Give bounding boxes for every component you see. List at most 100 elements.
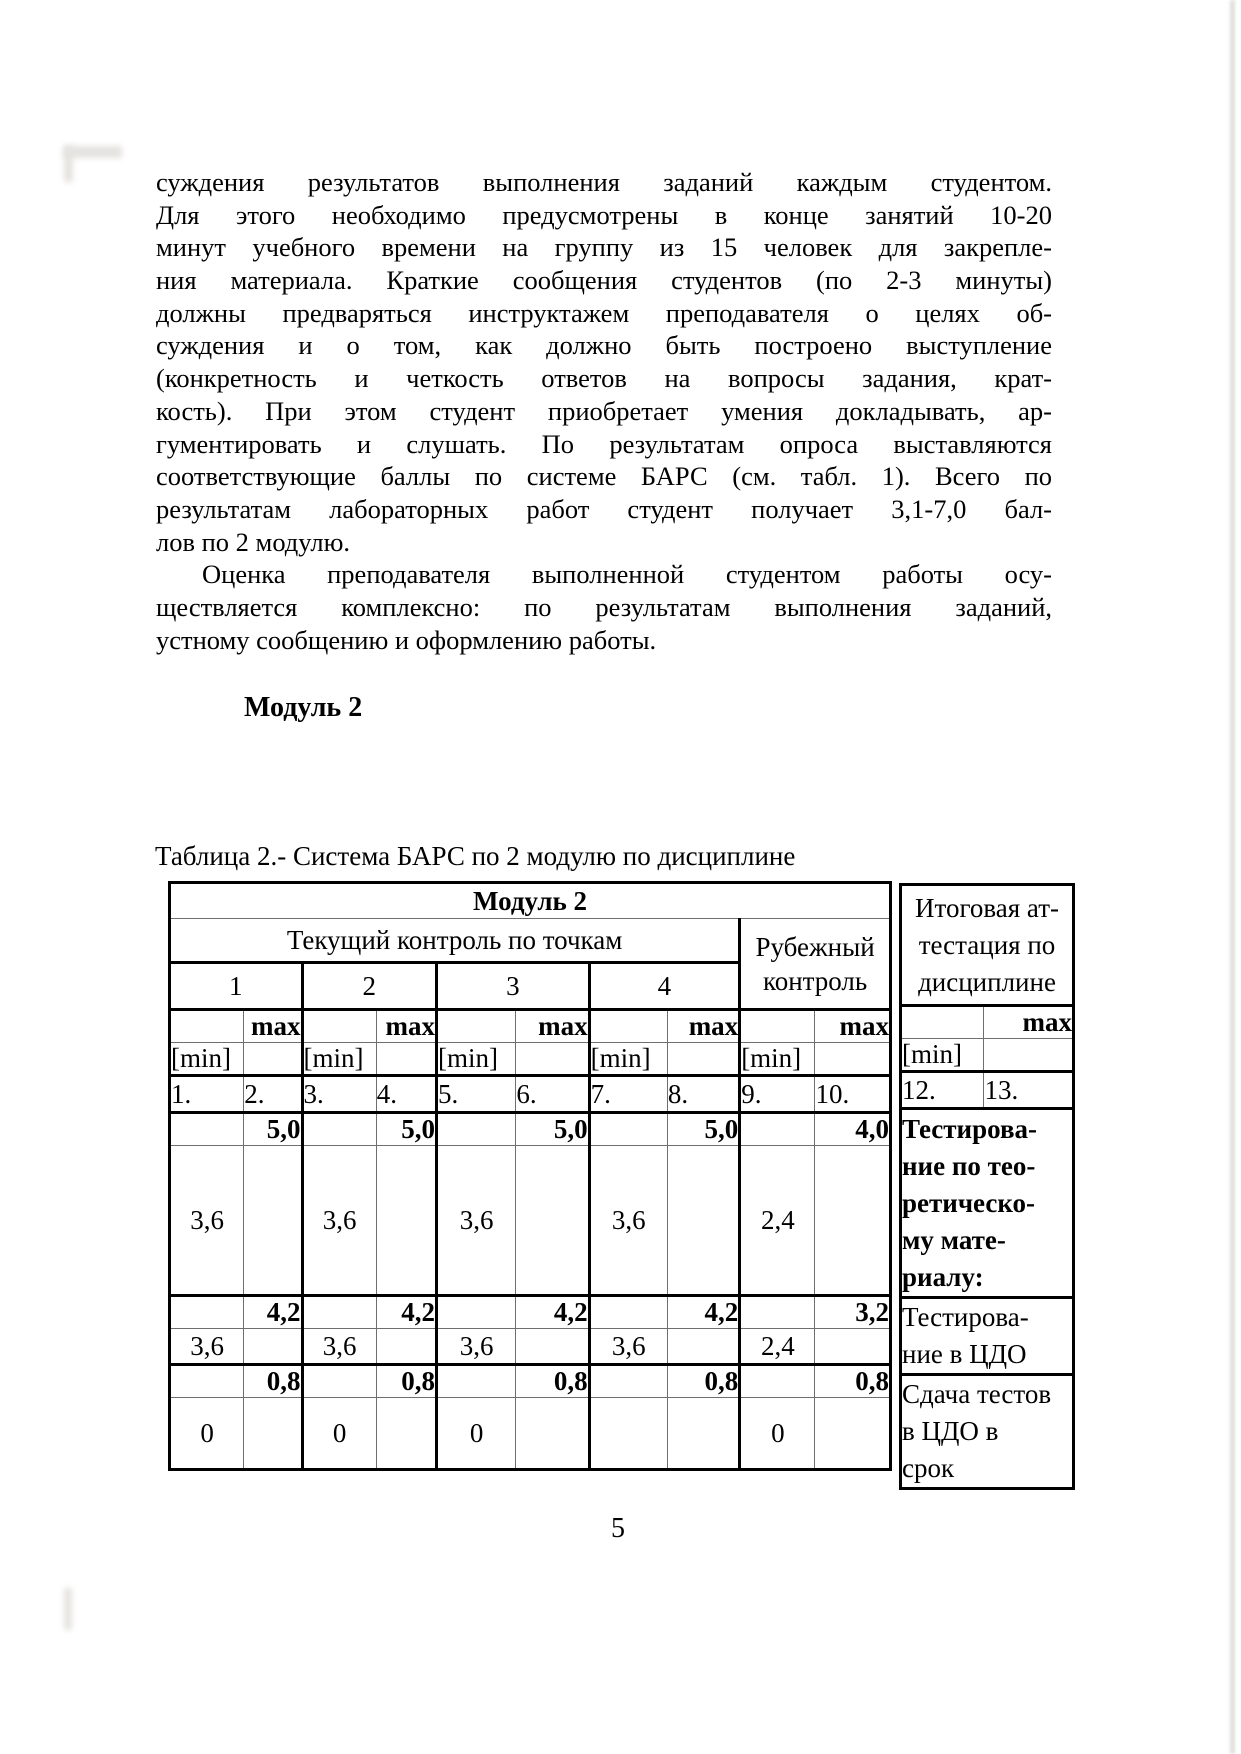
max-label: max — [814, 1009, 891, 1043]
max-value: 0,8 — [814, 1364, 891, 1398]
empty-cell — [589, 1112, 668, 1146]
final-cell-line: ретическо- — [902, 1187, 1036, 1218]
boundary-control-line: контроль — [762, 965, 868, 996]
min-value: 3,6 — [169, 1145, 245, 1297]
empty-cell — [169, 1364, 245, 1398]
body-line: лов по 2 модулю. — [156, 526, 351, 557]
body-line: ществляется комплексно: по результатам в… — [156, 591, 1052, 622]
col-number: 2. — [243, 1075, 304, 1114]
table-header-final-attestation: Итоговая ат- тестация по дисциплине — [900, 884, 1074, 1007]
body-line: ния материала. Краткие сообщения студент… — [156, 265, 1052, 296]
table-caption: Таблица 2.- Система БАРС по 2 модулю по … — [155, 841, 796, 871]
max-value: 4,2 — [243, 1295, 304, 1329]
body-line: минут учебного времени на группу из 15 ч… — [156, 232, 1052, 263]
min-label: [min] — [739, 1042, 816, 1077]
empty-cell — [983, 1038, 1074, 1073]
empty-cell — [169, 1112, 245, 1146]
empty-cell — [302, 1364, 377, 1398]
section-heading: Модуль 2 — [244, 692, 363, 723]
empty-cell — [515, 1397, 591, 1470]
min-value: 2,4 — [739, 1328, 816, 1366]
max-label: max — [515, 1009, 591, 1043]
min-label: [min] — [302, 1042, 377, 1077]
scan-artifact-bottom-left — [64, 1588, 72, 1630]
empty-cell — [436, 1112, 517, 1146]
min-value: 3,6 — [589, 1328, 668, 1366]
min-value: 3,6 — [302, 1328, 377, 1366]
body-line: гументировать и слушать. По результатам … — [156, 428, 1052, 459]
min-value — [589, 1397, 668, 1470]
col-number: 4. — [376, 1075, 439, 1114]
final-cell-line: риалу: — [902, 1261, 984, 1292]
body-line: суждения и о том, как должно быть постро… — [156, 330, 1052, 361]
empty-cell — [667, 1397, 742, 1470]
scan-artifact-right-edge — [1230, 0, 1235, 1754]
empty-cell — [739, 1112, 816, 1146]
col-number: 3. — [302, 1075, 377, 1114]
body-line: (конкретность и четкость ответов на вопр… — [156, 363, 1052, 394]
col-number: 9. — [739, 1075, 816, 1114]
min-value: 3,6 — [302, 1145, 377, 1297]
empty-cell — [376, 1145, 439, 1297]
col-number: 12. — [900, 1071, 985, 1110]
col-number: 5. — [436, 1075, 517, 1114]
point-header-2: 2 — [302, 962, 439, 1011]
point-header-1: 1 — [169, 962, 304, 1011]
empty-cell — [814, 1328, 891, 1366]
scan-artifact-top-left-vertical — [64, 146, 73, 182]
max-value: 0,8 — [515, 1364, 591, 1398]
empty-cell — [243, 1042, 304, 1077]
empty-cell — [814, 1042, 891, 1077]
empty-cell — [814, 1145, 891, 1297]
body-text: суждения результатов выполнения заданий … — [156, 166, 1052, 656]
point-header-4: 4 — [589, 962, 742, 1011]
max-value: 4,2 — [667, 1295, 742, 1329]
col-number: 7. — [589, 1075, 668, 1114]
min-value: 3,6 — [589, 1145, 668, 1297]
min-label: [min] — [169, 1042, 245, 1077]
final-cell-cdo-testing: Тестирова- ние в ЦДО — [900, 1297, 1074, 1376]
empty-cell — [436, 1009, 517, 1043]
min-value: 2,4 — [739, 1145, 816, 1297]
col-number: 13. — [983, 1071, 1074, 1110]
empty-cell — [376, 1397, 439, 1470]
empty-cell — [739, 1009, 816, 1043]
final-cell-line: Тестирова- — [902, 1302, 1029, 1332]
boundary-control-line: Рубежный — [755, 931, 875, 962]
empty-cell — [815, 1398, 891, 1470]
empty-cell — [243, 1397, 304, 1470]
empty-cell — [243, 1328, 304, 1366]
max-value: 5,0 — [515, 1112, 591, 1146]
point-header-3: 3 — [436, 962, 591, 1011]
max-value: 4,2 — [376, 1295, 439, 1329]
empty-cell — [243, 1145, 304, 1297]
final-attestation-line: Итоговая ат- — [915, 892, 1059, 923]
empty-cell — [589, 1364, 668, 1398]
empty-cell — [436, 1364, 517, 1398]
col-number: 8. — [667, 1075, 742, 1114]
min-label: [min] — [900, 1038, 985, 1073]
final-cell-line: ние в ЦДО — [902, 1339, 1027, 1369]
max-value: 0,8 — [243, 1364, 304, 1398]
final-cell-line: Тестирова- — [902, 1113, 1038, 1144]
max-label: max — [376, 1009, 439, 1043]
max-value: 0,8 — [667, 1364, 742, 1398]
max-value: 5,0 — [376, 1112, 439, 1146]
body-line: результатам лабораторных работ студент п… — [156, 493, 1052, 524]
final-attestation-line: дисциплине — [918, 966, 1056, 997]
table-header-module: Модуль 2 — [169, 882, 891, 919]
min-value: 0 — [739, 1397, 816, 1470]
empty-cell — [376, 1328, 439, 1366]
table-header-boundary-control: Рубежный контроль — [738, 918, 891, 1011]
final-cell-line: в ЦДО в — [902, 1416, 999, 1446]
empty-cell — [900, 1005, 985, 1039]
min-value: 3,6 — [436, 1145, 517, 1297]
min-value: 0 — [302, 1397, 377, 1470]
empty-cell — [169, 1295, 245, 1329]
bars-table-final-attestation: Итоговая ат- тестация по дисциплине max … — [899, 883, 1075, 1490]
empty-cell — [667, 1145, 742, 1297]
empty-cell — [515, 1042, 591, 1077]
body-line: соответствующие баллы по системе БАРС (с… — [156, 461, 1052, 492]
empty-cell — [667, 1042, 742, 1077]
